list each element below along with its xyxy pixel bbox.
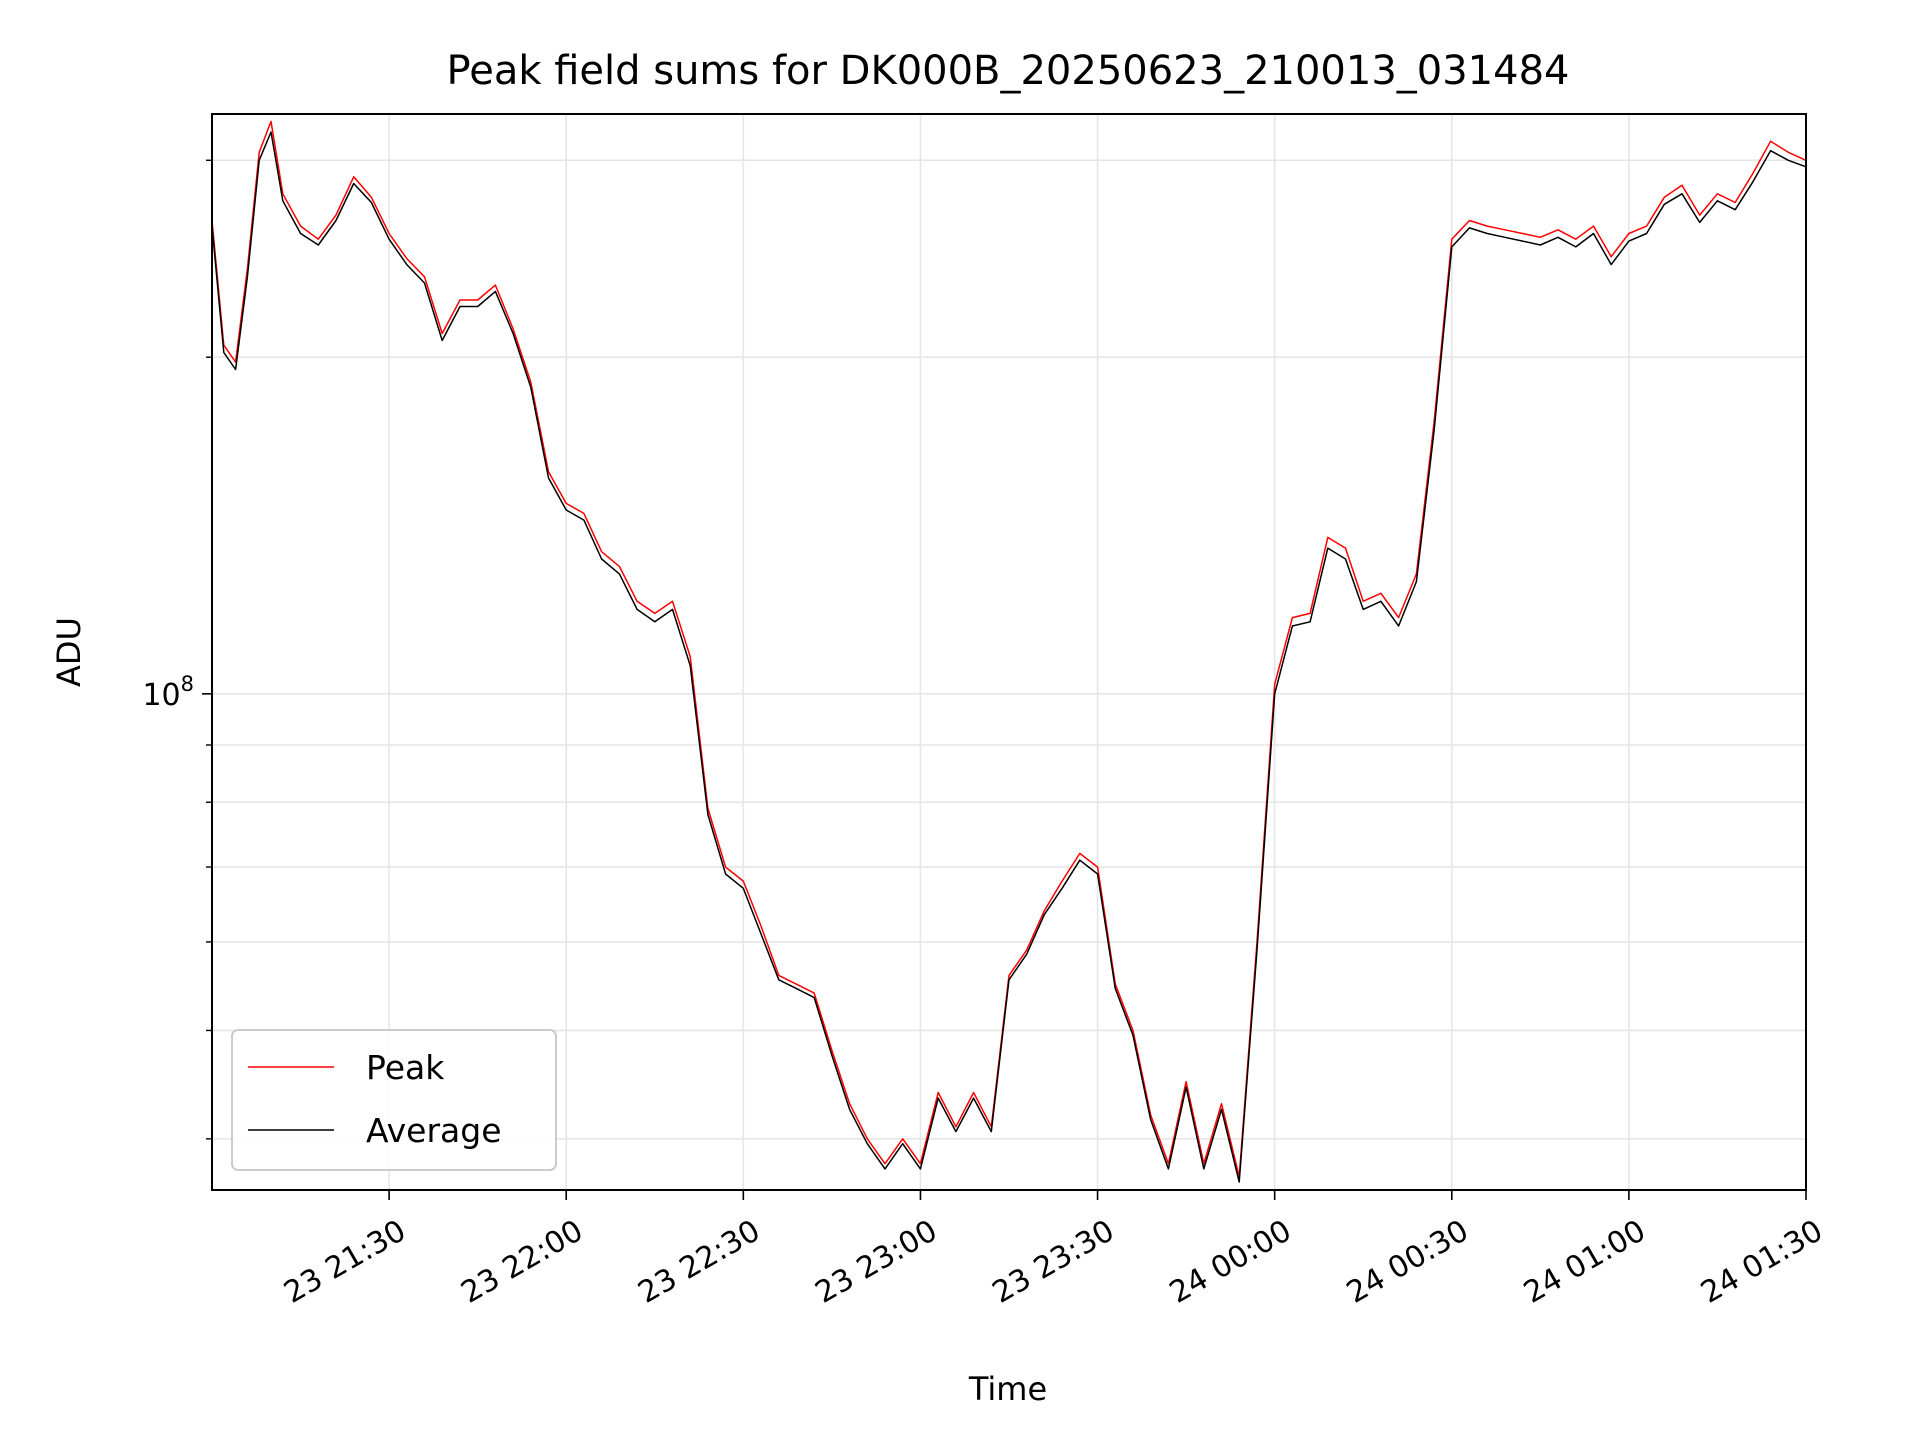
y-axis-label: ADU bbox=[50, 617, 88, 687]
legend: Peak Average bbox=[231, 1029, 557, 1171]
series-layer bbox=[211, 120, 1807, 1183]
legend-label-peak: Peak bbox=[366, 1048, 445, 1087]
series-line-average bbox=[211, 131, 1807, 1183]
legend-box bbox=[231, 1029, 557, 1171]
y-tick-label: 108 bbox=[142, 672, 194, 713]
x-axis-label: Time bbox=[968, 1370, 1047, 1408]
plot-frame bbox=[211, 113, 1807, 1191]
chart-title: Peak field sums for DK000B_20250623_2100… bbox=[447, 48, 1570, 94]
y-axis: 108 bbox=[142, 159, 212, 1140]
legend-label-average: Average bbox=[366, 1111, 502, 1150]
